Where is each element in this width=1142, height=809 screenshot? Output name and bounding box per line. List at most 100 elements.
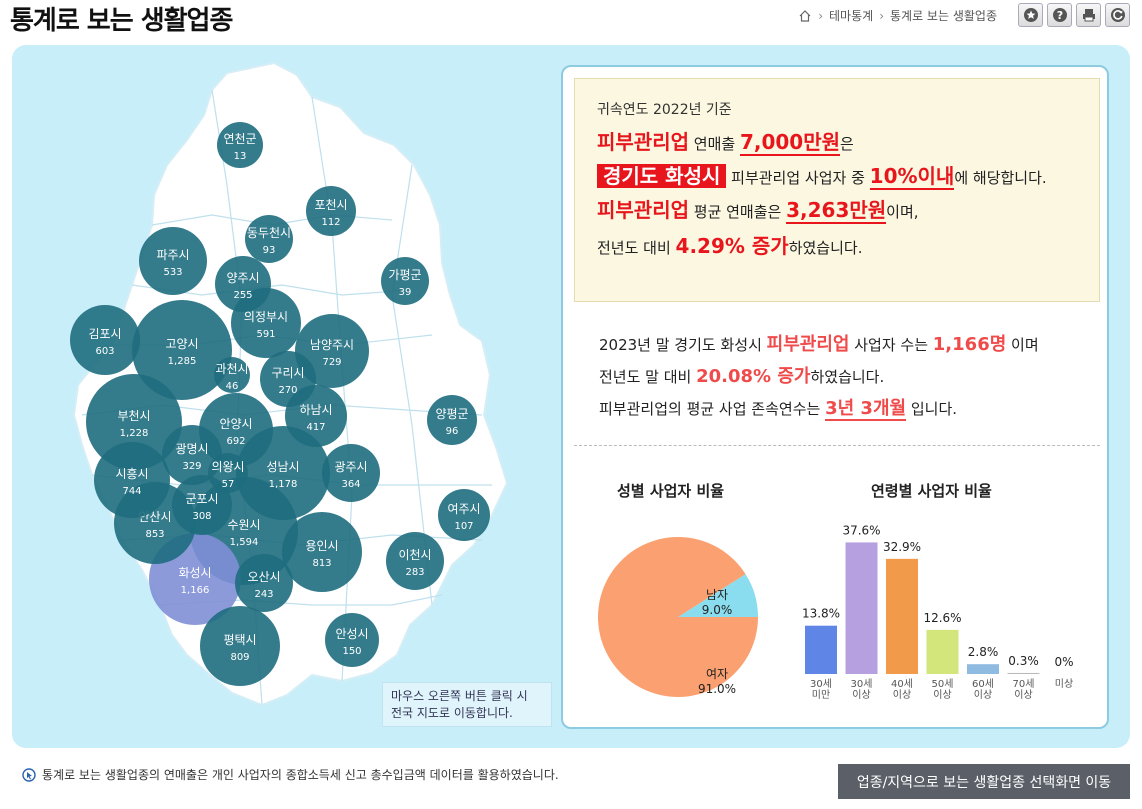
region-bubble[interactable]: 연천군 13 [217, 122, 263, 168]
region-bubble-circle[interactable] [172, 475, 232, 535]
breadcrumb-item[interactable]: 통계로 보는 생활업종 [890, 9, 997, 23]
region-bubble[interactable]: 오산시 243 [235, 554, 293, 612]
region-bubble[interactable]: 양평군 96 [427, 395, 477, 445]
refresh-icon[interactable] [1105, 3, 1130, 27]
region-bubble[interactable]: 포천시 112 [306, 186, 356, 236]
region-bubble-circle[interactable] [381, 257, 429, 305]
region-bubble-circle[interactable] [215, 256, 271, 312]
region-bubble-circle[interactable] [235, 554, 293, 612]
age-bar-category: 60세 [972, 678, 994, 690]
age-bar[interactable] [926, 629, 959, 674]
region-name: 가평군 [388, 268, 421, 282]
map-hint-line: 전국 지도로 이동합니다. [391, 706, 513, 720]
region-bubble-circle[interactable] [200, 606, 280, 686]
region-bubble[interactable]: 광주시 364 [322, 444, 380, 502]
stats-text: 2023년 말 경기도 화성시 [599, 336, 767, 354]
region-bubble[interactable]: 파주시 533 [139, 227, 207, 295]
region-bubble[interactable]: 김포시 603 [70, 305, 140, 375]
region-value: 107 [454, 521, 473, 532]
map-hint-line: 마우스 오른쪽 버튼 클릭 시 [391, 689, 528, 703]
region-value: 255 [233, 290, 252, 301]
region-value: 57 [222, 479, 235, 490]
home-icon[interactable] [798, 9, 812, 23]
region-bubble-circle[interactable] [162, 425, 222, 485]
cursor-info-icon [22, 767, 36, 782]
region-bubble[interactable]: 부천시 1,228 [86, 374, 182, 470]
stats-line-1: 2023년 말 경기도 화성시 피부관리업 사업자 수는 1,166명 이며 [599, 329, 1099, 361]
age-bar[interactable] [805, 625, 837, 674]
age-chart-title: 연령별 사업자 비율 [871, 482, 992, 500]
age-bar[interactable] [886, 558, 918, 674]
region-bubble[interactable]: 구리시 270 [260, 351, 316, 407]
breadcrumb-item[interactable]: 테마통계 [829, 9, 874, 23]
region-value: 692 [226, 436, 245, 447]
toolbar: ? [1018, 3, 1130, 27]
industry-name: 피부관리업 [766, 334, 850, 355]
region-bubble-circle[interactable] [306, 186, 356, 236]
map-hint: 마우스 오른쪽 버튼 클릭 시 전국 지도로 이동합니다. [382, 682, 552, 727]
region-value: 1,228 [120, 428, 149, 439]
region-bubble-circle[interactable] [94, 442, 170, 518]
avg-sales-value: 3,263만원 [786, 198, 887, 224]
region-bubble-circle[interactable] [386, 532, 444, 590]
pie-slice[interactable] [678, 574, 758, 617]
region-name: 과천시 [215, 361, 248, 376]
region-name: 구리시 [271, 366, 304, 380]
region-bubble[interactable]: 군포시 308 [172, 475, 232, 535]
age-bar[interactable] [845, 542, 878, 674]
stats-text: 피부관리업의 평균 사업 존속연수는 [599, 400, 826, 418]
region-bubble[interactable]: 양주시 255 [215, 256, 271, 312]
region-bubble[interactable]: 안성시 150 [325, 613, 379, 667]
region-bubble-circle[interactable] [214, 357, 250, 393]
help-icon[interactable]: ? [1047, 3, 1072, 27]
bubble-layer: 수원시 1,594 고양시 1,285 부천시 1,228 성남시 1,178 화성시 1,166… [70, 122, 490, 686]
region-bubble[interactable]: 동두천시 93 [245, 215, 293, 263]
region-bubble[interactable]: 고양시 1,285 [132, 300, 232, 400]
region-name: 안성시 [335, 627, 368, 641]
region-bubble-circle[interactable] [217, 122, 263, 168]
go-to-selection-button[interactable]: 업종/지역으로 보는 생활업종 선택화면 이동 [838, 764, 1130, 799]
region-bubble[interactable]: 광명시 329 [162, 425, 222, 485]
region-bubble-circle[interactable] [245, 215, 293, 263]
region-bubble[interactable]: 가평군 39 [381, 257, 429, 305]
region-name: 평택시 [223, 633, 256, 647]
region-bubble[interactable]: 시흥시 744 [94, 442, 170, 518]
summary-line-1: 피부관리업 연매출 7,000만원은 [597, 125, 1077, 161]
summary-text: 전년도 대비 [597, 239, 676, 257]
region-bubble-circle[interactable] [70, 305, 140, 375]
region-value: 729 [322, 357, 341, 368]
region-bubble-circle[interactable] [86, 374, 182, 470]
star-icon[interactable] [1018, 3, 1043, 27]
region-value: 1,166 [181, 585, 210, 596]
region-bubble-circle[interactable] [132, 300, 232, 400]
summary-line-4: 전년도 대비 4.29% 증가하였습니다. [597, 229, 1077, 265]
region-bubble-circle[interactable] [282, 512, 362, 592]
gyeonggi-map[interactable]: 수원시 1,594 고양시 1,285 부천시 1,228 성남시 1,178 화성시 1,166… [12, 45, 560, 748]
region-name: 양평군 [435, 407, 468, 421]
region-bubble[interactable]: 의왕시 57 [208, 453, 248, 493]
region-name: 의왕시 [211, 460, 244, 474]
region-bubble[interactable]: 평택시 809 [200, 606, 280, 686]
region-bubble-circle[interactable] [438, 489, 490, 541]
region-bubble[interactable]: 과천시 46 [214, 357, 250, 393]
region-bubble-circle[interactable] [325, 613, 379, 667]
region-bubble-circle[interactable] [139, 227, 207, 295]
region-bubble[interactable]: 용인시 813 [282, 512, 362, 592]
region-bubble-circle[interactable] [208, 453, 248, 493]
region-bubble-circle[interactable] [427, 395, 477, 445]
age-bar[interactable] [1007, 672, 1040, 674]
region-bubble[interactable]: 여주시 107 [438, 489, 490, 541]
pie-slice[interactable] [598, 537, 758, 697]
print-icon[interactable] [1076, 3, 1101, 27]
region-badge: 경기도 화성시 [597, 164, 727, 188]
age-bar[interactable] [967, 664, 999, 674]
region-name: 포천시 [314, 197, 347, 212]
region-name: 김포시 [88, 327, 121, 341]
region-bubble-circle[interactable] [322, 444, 380, 502]
region-value: 329 [182, 461, 201, 472]
age-bar-category: 이상 [933, 689, 951, 701]
region-bubble[interactable]: 이천시 283 [386, 532, 444, 590]
region-name: 하남시 [299, 403, 332, 417]
region-bubble-circle[interactable] [260, 351, 316, 407]
